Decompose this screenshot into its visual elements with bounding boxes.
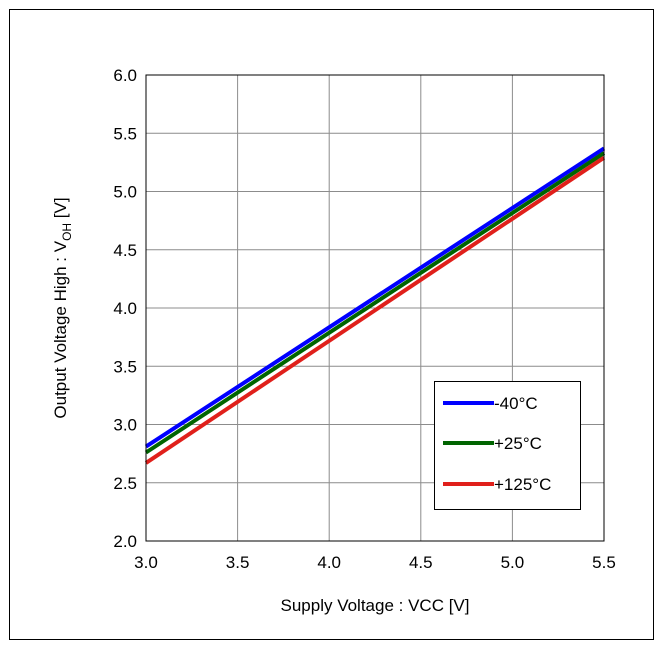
series-lines — [144, 146, 606, 465]
y-tick-label: 6.0 — [113, 66, 137, 85]
legend: -40°C +25°C +125°C — [434, 381, 581, 510]
series-line — [144, 151, 606, 455]
y-axis-title-main: Output Voltage High : V — [51, 240, 70, 418]
y-tick-label: 3.5 — [113, 357, 137, 376]
y-tick-label: 2.5 — [113, 474, 137, 493]
y-tick-label: 2.0 — [113, 532, 137, 551]
x-tick-label: 5.0 — [501, 553, 525, 572]
plot-area-border — [145, 74, 605, 542]
tick-labels: 3.0 3.5 4.0 4.5 5.0 5.5 2.0 2.5 3.0 3.5 4.0 4.5 5.0 5… — [113, 66, 615, 572]
y-axis-title-subscript: OH — [60, 223, 74, 241]
y-tick-label: 5.5 — [113, 124, 137, 143]
y-axis-title: Output Voltage High : VOH [V] — [51, 197, 74, 418]
x-tick-label: 4.0 — [317, 553, 341, 572]
y-tick-label: 5.0 — [113, 183, 137, 202]
series-line — [144, 156, 606, 465]
x-tick-label: 4.5 — [409, 553, 433, 572]
y-axis-title-unit: [V] — [51, 197, 70, 223]
y-tick-label: 3.0 — [113, 416, 137, 435]
x-axis-title: Supply Voltage : VCC [V] — [281, 596, 470, 615]
legend-label: +25°C — [494, 434, 542, 453]
legend-label: +125°C — [494, 475, 551, 494]
x-tick-label: 3.5 — [226, 553, 250, 572]
x-tick-label: 5.5 — [592, 553, 616, 572]
y-tick-label: 4.0 — [113, 299, 137, 318]
y-tick-label: 4.5 — [113, 241, 137, 260]
legend-label: -40°C — [494, 394, 538, 413]
series-line — [144, 146, 606, 449]
x-tick-label: 3.0 — [134, 553, 158, 572]
